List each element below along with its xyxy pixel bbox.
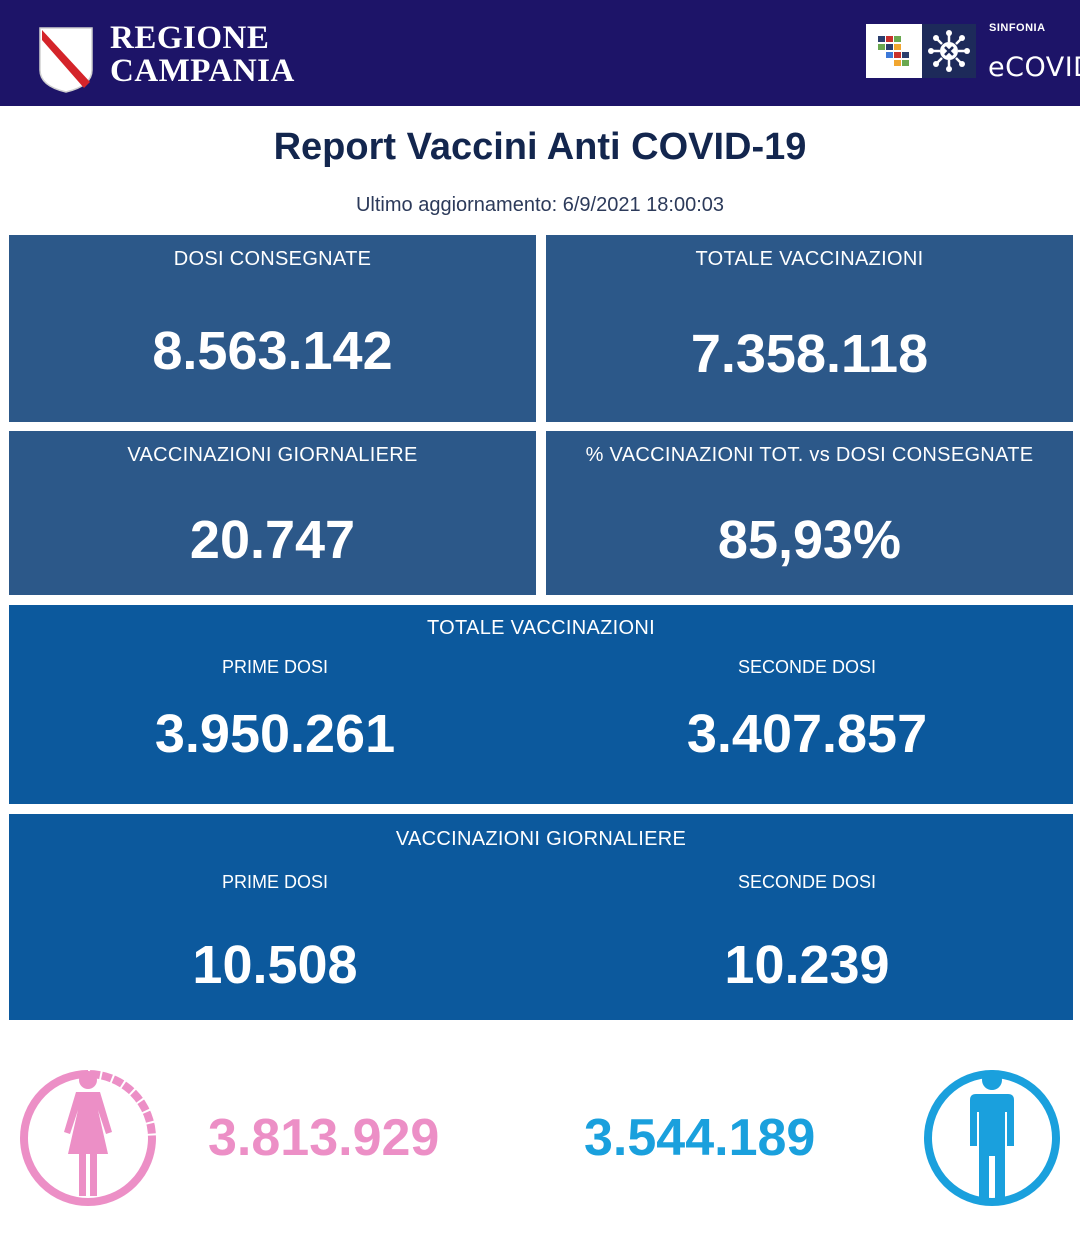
seconde-dosi-label: SECONDE DOSI [737, 657, 877, 677]
card-label: DOSI CONSEGNATE [173, 248, 372, 270]
header-bar: REGIONE CAMPANIA [0, 0, 1080, 106]
card-vaccinazioni-giornaliere: VACCINAZIONI GIORNALIERE 20.747 [9, 431, 536, 595]
virus-icon [922, 24, 976, 78]
male-person-icon [924, 1070, 1060, 1206]
prime-dosi-value: 10.508 [192, 935, 358, 995]
pixel-mosaic-icon [878, 36, 909, 66]
card-label: % VACCINAZIONI TOT. vs DOSI CONSEGNATE [585, 444, 1034, 466]
card-percentuale: % VACCINAZIONI TOT. vs DOSI CONSEGNATE 8… [546, 431, 1073, 595]
last-updated: Ultimo aggiornamento: 6/9/2021 18:00:03 [355, 194, 725, 216]
ecovid-logo [866, 24, 976, 78]
logo-top-text: SINFONIA [989, 22, 1046, 34]
prime-dosi-label: PRIME DOSI [221, 872, 328, 892]
card-dosi-consegnate: DOSI CONSEGNATE 8.563.142 [9, 235, 536, 422]
brand-line-2: CAMPANIA [110, 53, 295, 89]
panel-heading: TOTALE VACCINAZIONI [427, 617, 655, 639]
card-totale-vaccinazioni: TOTALE VACCINAZIONI 7.358.118 [546, 235, 1073, 422]
campania-crest-icon [39, 27, 93, 93]
female-person-icon [20, 1068, 158, 1206]
brand-line-1: REGIONE [110, 20, 270, 56]
card-value: 85,93% [717, 510, 902, 570]
card-value: 8.563.142 [152, 321, 393, 381]
seconde-dosi-label: SECONDE DOSI [737, 872, 877, 892]
prime-dosi-value: 3.950.261 [154, 704, 396, 764]
card-value: 7.358.118 [690, 324, 929, 384]
seconde-dosi-value: 3.407.857 [686, 704, 928, 764]
brand-name: REGIONE CAMPANIA [110, 22, 295, 88]
male-count: 3.544.189 [584, 1109, 816, 1167]
card-label: TOTALE VACCINAZIONI [695, 248, 924, 270]
panel-heading: VACCINAZIONI GIORNALIERE [395, 828, 687, 850]
giornaliere-breakdown-panel: VACCINAZIONI GIORNALIERE PRIME DOSI SECO… [9, 814, 1073, 1020]
female-count: 3.813.929 [208, 1109, 440, 1167]
logo-name-text: eCOVID [988, 52, 1080, 83]
totale-breakdown-panel: TOTALE VACCINAZIONI PRIME DOSI SECONDE D… [9, 605, 1073, 804]
card-label: VACCINAZIONI GIORNALIERE [127, 444, 418, 466]
page-title: Report Vaccini Anti COVID-19 [273, 126, 807, 168]
card-value: 20.747 [189, 510, 356, 570]
prime-dosi-label: PRIME DOSI [221, 657, 328, 677]
seconde-dosi-value: 10.239 [724, 935, 890, 995]
